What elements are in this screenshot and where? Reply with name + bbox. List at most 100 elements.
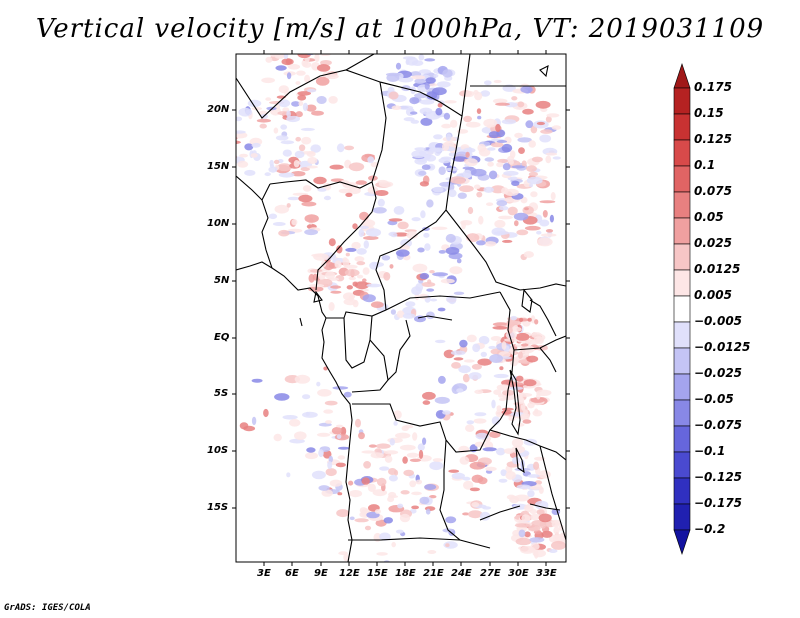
velocity-cell (352, 223, 358, 230)
velocity-cell (551, 125, 562, 130)
velocity-cell (343, 553, 349, 562)
velocity-cell (273, 127, 279, 134)
velocity-cell (495, 447, 506, 456)
velocity-cell (518, 396, 525, 405)
velocity-cell (387, 220, 398, 226)
velocity-cell (511, 180, 520, 186)
velocity-cell (429, 495, 437, 499)
velocity-cell (313, 176, 327, 185)
velocity-cell (236, 130, 246, 134)
velocity-cell (549, 214, 555, 223)
lat-label-5n: 5N (214, 275, 230, 286)
velocity-cell (355, 180, 367, 185)
velocity-cell (406, 231, 418, 239)
velocity-cell (456, 388, 464, 393)
velocity-cell (440, 278, 455, 284)
velocity-cell (448, 189, 457, 198)
velocity-cell (484, 241, 497, 247)
velocity-cell (472, 343, 481, 353)
velocity-cell (539, 134, 552, 143)
country-boundaries (236, 54, 566, 562)
velocity-cell (325, 73, 339, 80)
velocity-cell (337, 455, 346, 460)
velocity-cell (302, 102, 308, 112)
velocity-cell (344, 145, 355, 151)
velocity-cell (501, 119, 517, 125)
lon-label-27e: 27E (480, 568, 501, 579)
velocity-cell (463, 359, 475, 363)
velocity-cell (508, 159, 514, 165)
velocity-cell (377, 198, 385, 207)
velocity-cell (553, 526, 560, 535)
velocity-cell (511, 445, 526, 454)
velocity-cell (251, 107, 262, 111)
velocity-cell (414, 92, 428, 99)
velocity-cell (435, 107, 443, 116)
velocity-cell (483, 186, 495, 193)
velocity-cell (419, 181, 429, 187)
velocity-cell (444, 100, 457, 104)
velocity-cell (296, 70, 306, 76)
velocity-cell (370, 301, 384, 309)
velocity-cell (250, 153, 258, 158)
velocity-cell (343, 391, 352, 398)
velocity-cell (273, 433, 282, 442)
velocity-cell (433, 73, 439, 78)
velocity-cell (496, 162, 504, 168)
velocity-cell (310, 269, 323, 273)
velocity-cell (444, 141, 455, 147)
velocity-cell (388, 474, 398, 482)
velocity-cell (468, 510, 483, 519)
velocity-cell (466, 420, 475, 425)
velocity-cell (304, 74, 311, 84)
velocity-cell (306, 447, 316, 453)
velocity-cell (463, 115, 472, 123)
velocity-cell (379, 466, 390, 471)
velocity-cell (280, 124, 288, 130)
velocity-cell (425, 77, 436, 84)
velocity-cell (526, 355, 539, 363)
velocity-cell (355, 418, 361, 428)
velocity-cell (478, 335, 490, 345)
velocity-cell (264, 172, 271, 177)
velocity-cell (388, 468, 397, 475)
velocity-cell (288, 46, 293, 50)
velocity-cell (310, 144, 322, 153)
velocity-cell (389, 264, 394, 269)
velocity-cell (287, 64, 301, 70)
velocity-cell (325, 271, 336, 280)
velocity-cell (275, 65, 287, 71)
velocity-cell (397, 503, 404, 509)
velocity-cell (375, 443, 391, 449)
velocity-cell (434, 396, 450, 404)
colorbar-segment (673, 243, 691, 271)
velocity-cell (278, 172, 295, 178)
velocity-cell (411, 75, 426, 80)
velocity-cell (536, 121, 546, 126)
velocity-cell (427, 550, 437, 554)
velocity-cell (282, 149, 292, 157)
lat-label-20n: 20N (207, 104, 230, 115)
velocity-cell (442, 410, 451, 415)
velocity-cell (493, 389, 502, 396)
velocity-cell (459, 456, 470, 465)
velocity-cell (518, 529, 526, 538)
velocity-cell (411, 150, 427, 159)
velocity-cell (349, 516, 355, 521)
velocity-cell (501, 341, 507, 350)
colorbar-segment (673, 425, 691, 453)
velocity-cell (391, 105, 402, 110)
velocity-cell (498, 478, 508, 483)
velocity-cell (330, 290, 342, 294)
velocity-cell (349, 580, 364, 587)
velocity-cell (530, 191, 538, 198)
velocity-cell (307, 157, 318, 164)
velocity-cell (328, 238, 336, 247)
velocity-cell (268, 213, 278, 220)
velocity-cell (356, 248, 367, 255)
velocity-cell (545, 229, 554, 233)
velocity-cell (316, 96, 327, 104)
velocity-cell (322, 450, 332, 459)
velocity-cell (256, 118, 271, 123)
